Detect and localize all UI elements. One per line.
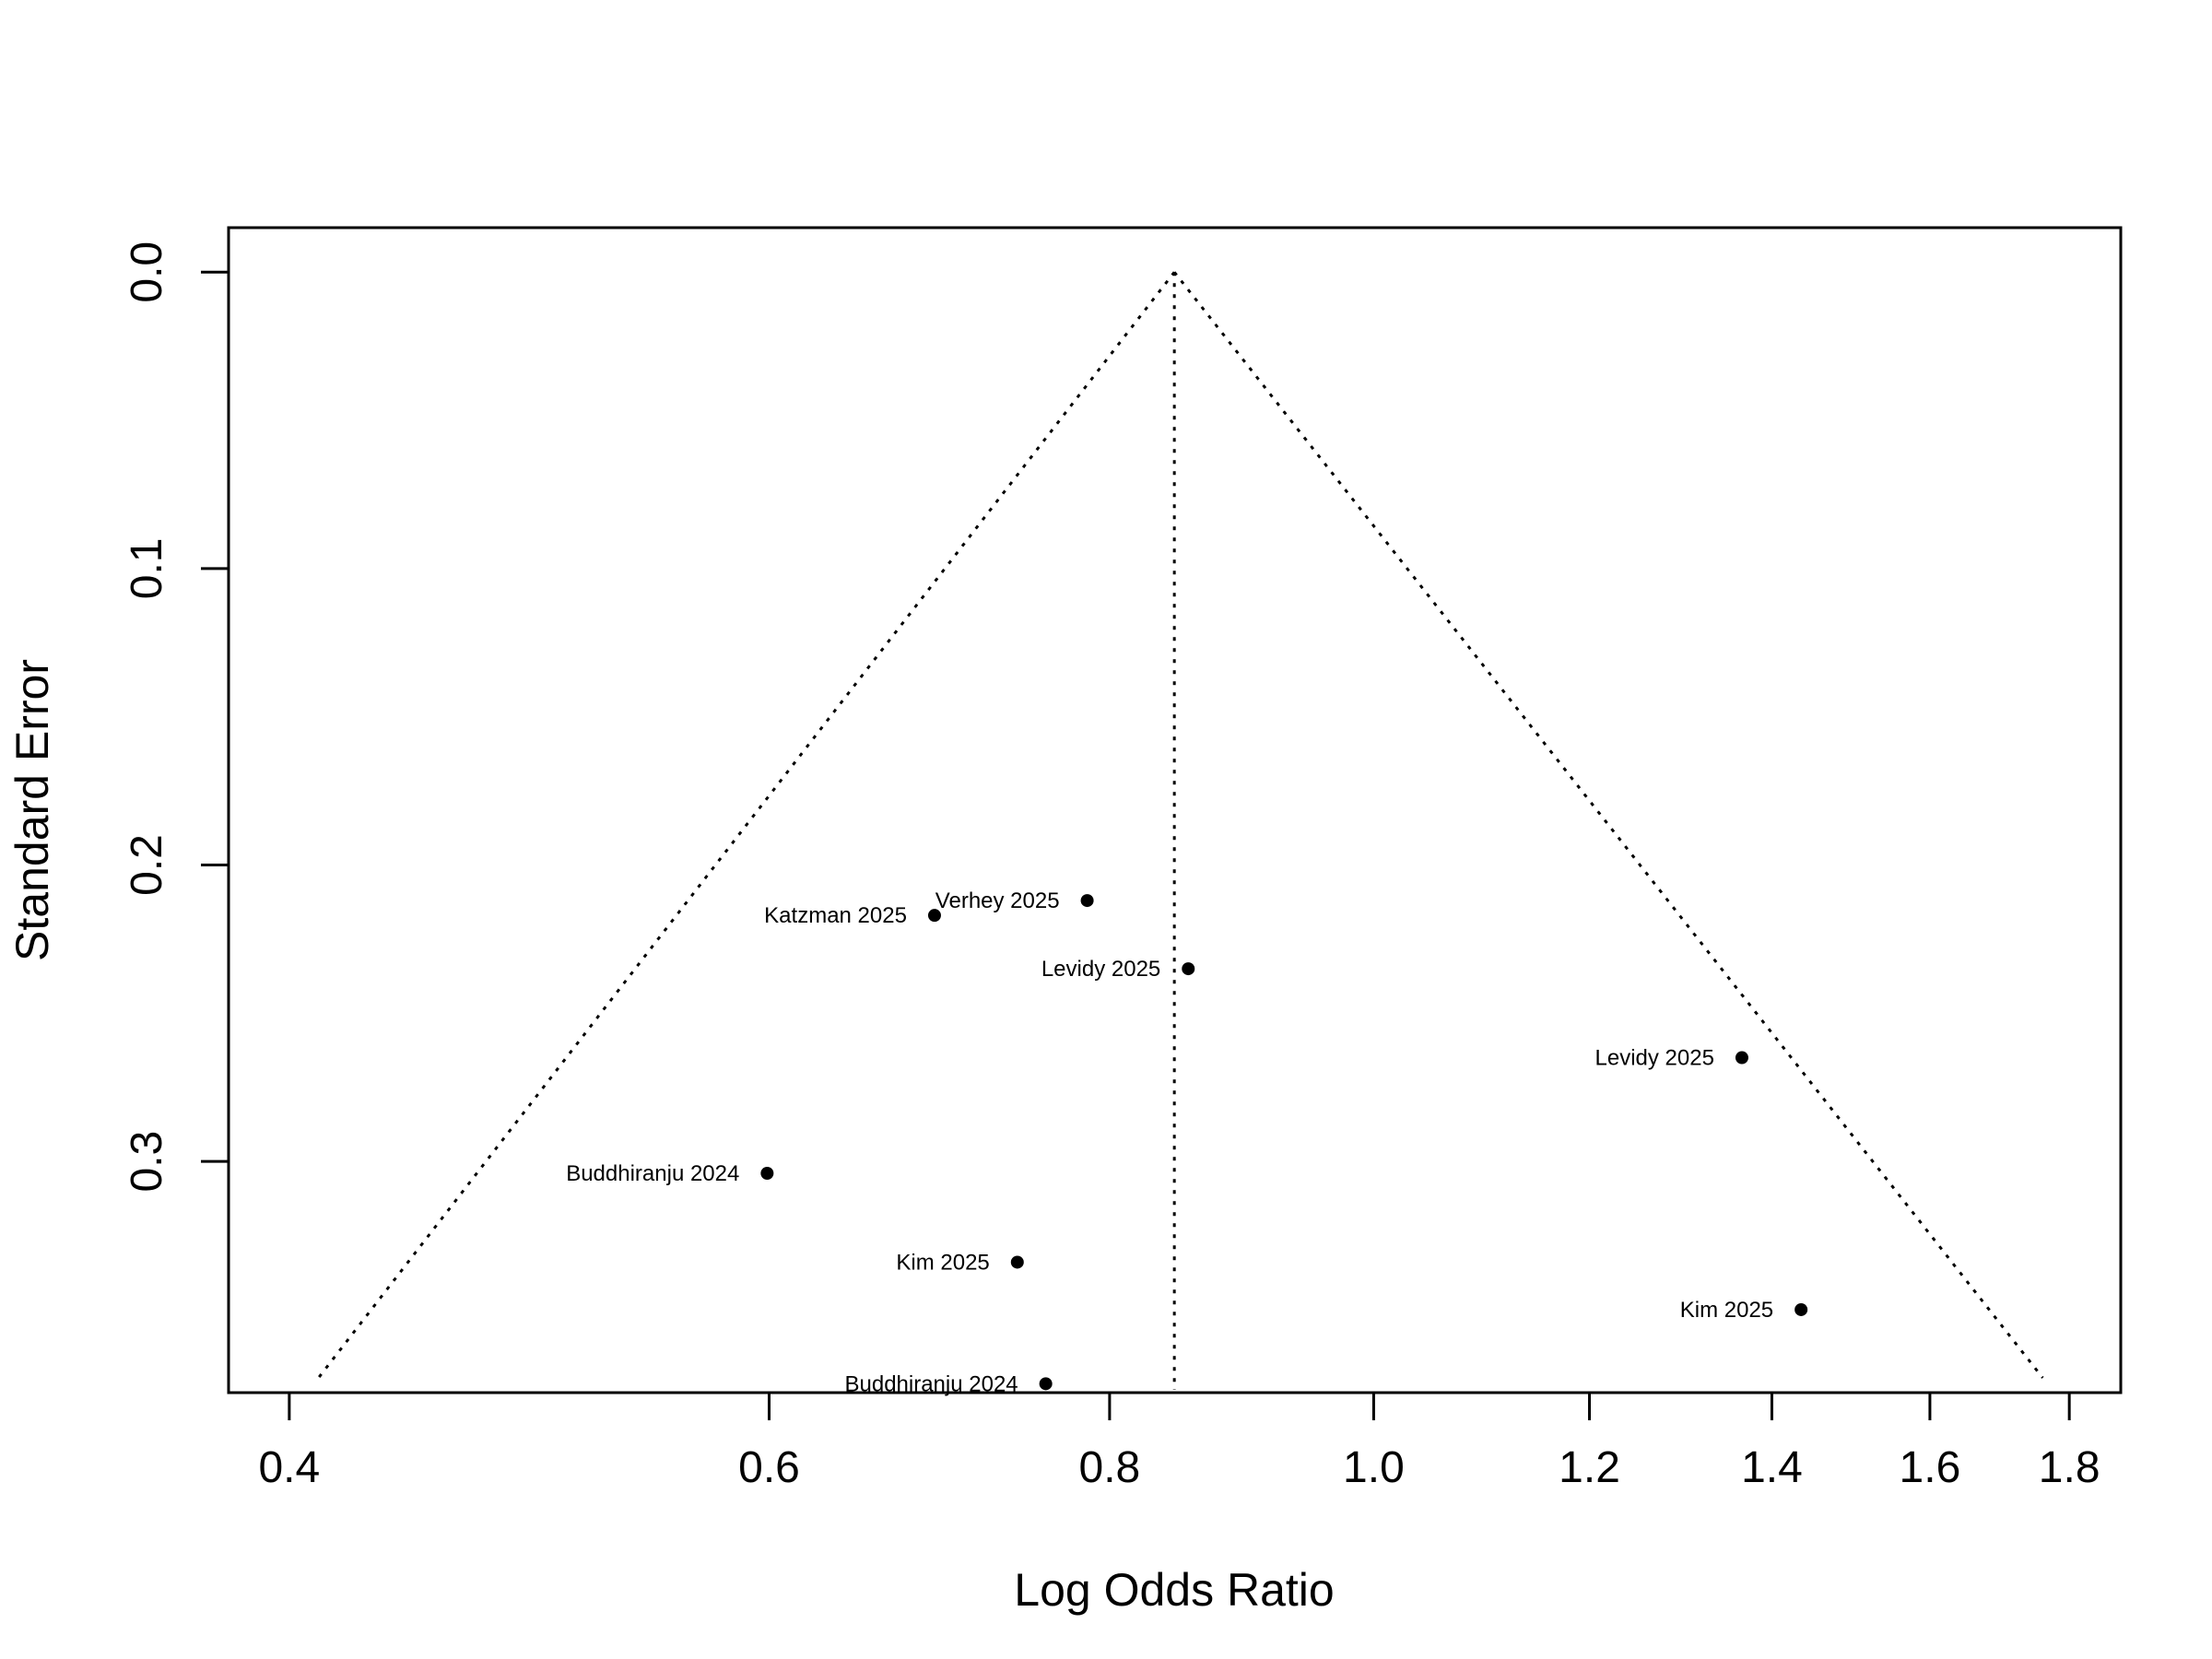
x-tick-label: 1.4 xyxy=(1741,1443,1803,1492)
x-tick-label: 0.6 xyxy=(738,1443,800,1492)
x-tick-label: 1.6 xyxy=(1900,1443,1961,1492)
x-tick-label: 1.8 xyxy=(2039,1443,2100,1492)
x-tick-label: 1.2 xyxy=(1559,1443,1620,1492)
y-axis-title: Standard Error xyxy=(6,659,58,961)
study-point xyxy=(1794,1302,1808,1316)
study-point xyxy=(1010,1255,1024,1269)
x-axis-title: Log Odds Ratio xyxy=(1014,1564,1334,1616)
x-tick-label: 0.4 xyxy=(258,1443,320,1492)
x-tick-label: 0.8 xyxy=(1079,1443,1141,1492)
study-point xyxy=(1735,1051,1748,1065)
y-tick-label: 0.3 xyxy=(123,1131,171,1193)
study-point-label: Verhey 2025 xyxy=(935,888,1060,913)
plot-frame xyxy=(227,226,2123,1394)
y-tick-label: 0.0 xyxy=(123,241,171,303)
study-point xyxy=(927,909,941,923)
y-axis: 0.0 0.1 0.2 0.3 xyxy=(123,241,229,1193)
study-point xyxy=(760,1166,774,1180)
study-point-label: Kim 2025 xyxy=(896,1250,989,1275)
study-point-label: Buddhiranju 2024 xyxy=(844,1371,1018,1396)
funnel-right-line xyxy=(1172,271,2044,1379)
study-point-label: Kim 2025 xyxy=(1680,1298,1773,1323)
x-axis: 0.4 0.6 0.8 1.0 1.2 1.4 1.6 1.8 xyxy=(258,1393,2100,1492)
x-tick-label: 1.0 xyxy=(1343,1443,1405,1492)
study-point-label: Katzman 2025 xyxy=(764,903,907,928)
funnel-left-line xyxy=(317,271,1176,1379)
funnel-lines xyxy=(317,271,2044,1390)
y-tick-label: 0.2 xyxy=(123,834,171,896)
study-point-label: Buddhiranju 2024 xyxy=(566,1161,739,1186)
study-point xyxy=(1080,894,1094,908)
study-point-label: Levidy 2025 xyxy=(1595,1046,1714,1071)
study-point xyxy=(1182,962,1195,976)
study-point-label: Levidy 2025 xyxy=(1041,957,1160,982)
study-point xyxy=(1039,1377,1053,1391)
y-tick-label: 0.1 xyxy=(123,538,171,600)
study-points: Verhey 2025 Katzman 2025 Levidy 2025 Levidy… xyxy=(566,888,1808,1396)
